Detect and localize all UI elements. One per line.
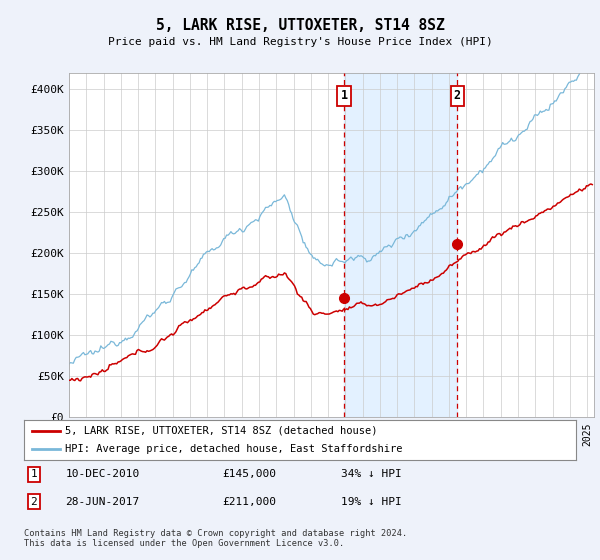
Text: 1: 1 [341, 89, 348, 102]
Text: 5, LARK RISE, UTTOXETER, ST14 8SZ (detached house): 5, LARK RISE, UTTOXETER, ST14 8SZ (detac… [65, 426, 378, 436]
Text: 34% ↓ HPI: 34% ↓ HPI [341, 469, 402, 479]
Text: Contains HM Land Registry data © Crown copyright and database right 2024.
This d: Contains HM Land Registry data © Crown c… [24, 529, 407, 548]
Text: 5, LARK RISE, UTTOXETER, ST14 8SZ: 5, LARK RISE, UTTOXETER, ST14 8SZ [155, 18, 445, 32]
Bar [344, 73, 457, 417]
Text: £145,000: £145,000 [223, 469, 277, 479]
Text: 10-DEC-2010: 10-DEC-2010 [65, 469, 140, 479]
Text: 2: 2 [31, 497, 37, 507]
Text: 28-JUN-2017: 28-JUN-2017 [65, 497, 140, 507]
Text: Price paid vs. HM Land Registry's House Price Index (HPI): Price paid vs. HM Land Registry's House … [107, 37, 493, 47]
Text: 1: 1 [31, 469, 37, 479]
Text: 19% ↓ HPI: 19% ↓ HPI [341, 497, 402, 507]
Text: 2: 2 [454, 89, 461, 102]
Text: HPI: Average price, detached house, East Staffordshire: HPI: Average price, detached house, East… [65, 445, 403, 454]
Text: £211,000: £211,000 [223, 497, 277, 507]
